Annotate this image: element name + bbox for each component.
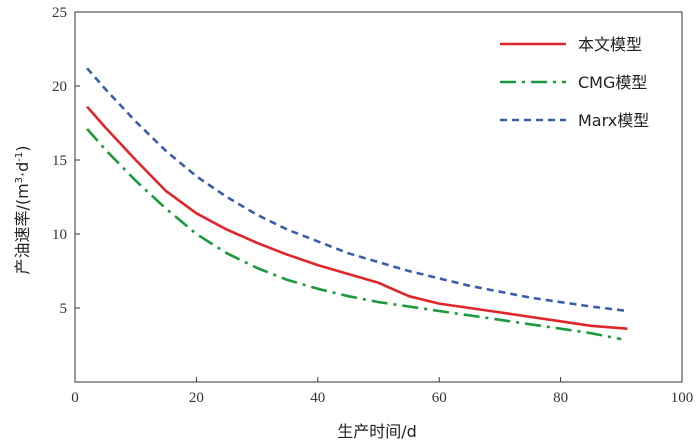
x-tick-label: 20 xyxy=(189,390,204,406)
plot-frame xyxy=(74,11,683,383)
y-axis-title-end: ) xyxy=(13,145,32,151)
x-axis-title: 生产时间/d xyxy=(337,422,417,441)
y-axis-title-mid: ·d xyxy=(13,162,32,177)
y-tick-label: 25 xyxy=(52,5,67,21)
x-tick-label: 0 xyxy=(71,390,79,406)
plot-border xyxy=(74,11,683,383)
series-line-3 xyxy=(86,67,628,313)
y-tick-label: 20 xyxy=(52,79,67,95)
y-tick-label: 5 xyxy=(60,301,68,317)
y-axis-ticks: 5 10 15 20 25 xyxy=(52,5,80,317)
legend: 本文模型 CMG模型 Marx模型 xyxy=(500,35,649,130)
x-tick-label: 80 xyxy=(553,390,568,406)
x-tick-label: 60 xyxy=(432,390,447,406)
y-axis-title-sup1: 3 xyxy=(14,177,25,183)
x-tick-label: 40 xyxy=(310,390,325,406)
legend-label-1: 本文模型 xyxy=(578,35,642,54)
y-axis-title: 产油速率/(m3·d-1) xyxy=(13,145,32,274)
y-axis-title-main: 产油速率/(m xyxy=(13,183,32,274)
x-tick-label: 100 xyxy=(671,390,694,406)
series-line-1 xyxy=(86,105,628,330)
y-axis-title-sup2: -1 xyxy=(14,152,25,162)
series-lines xyxy=(86,67,628,341)
legend-label-2: CMG模型 xyxy=(578,73,647,92)
legend-label-3: Marx模型 xyxy=(578,111,649,130)
y-tick-label: 10 xyxy=(52,227,67,243)
x-axis-ticks: 0 20 40 60 80 100 xyxy=(71,377,693,406)
y-tick-label: 15 xyxy=(52,153,67,169)
series-line-2 xyxy=(86,128,622,341)
